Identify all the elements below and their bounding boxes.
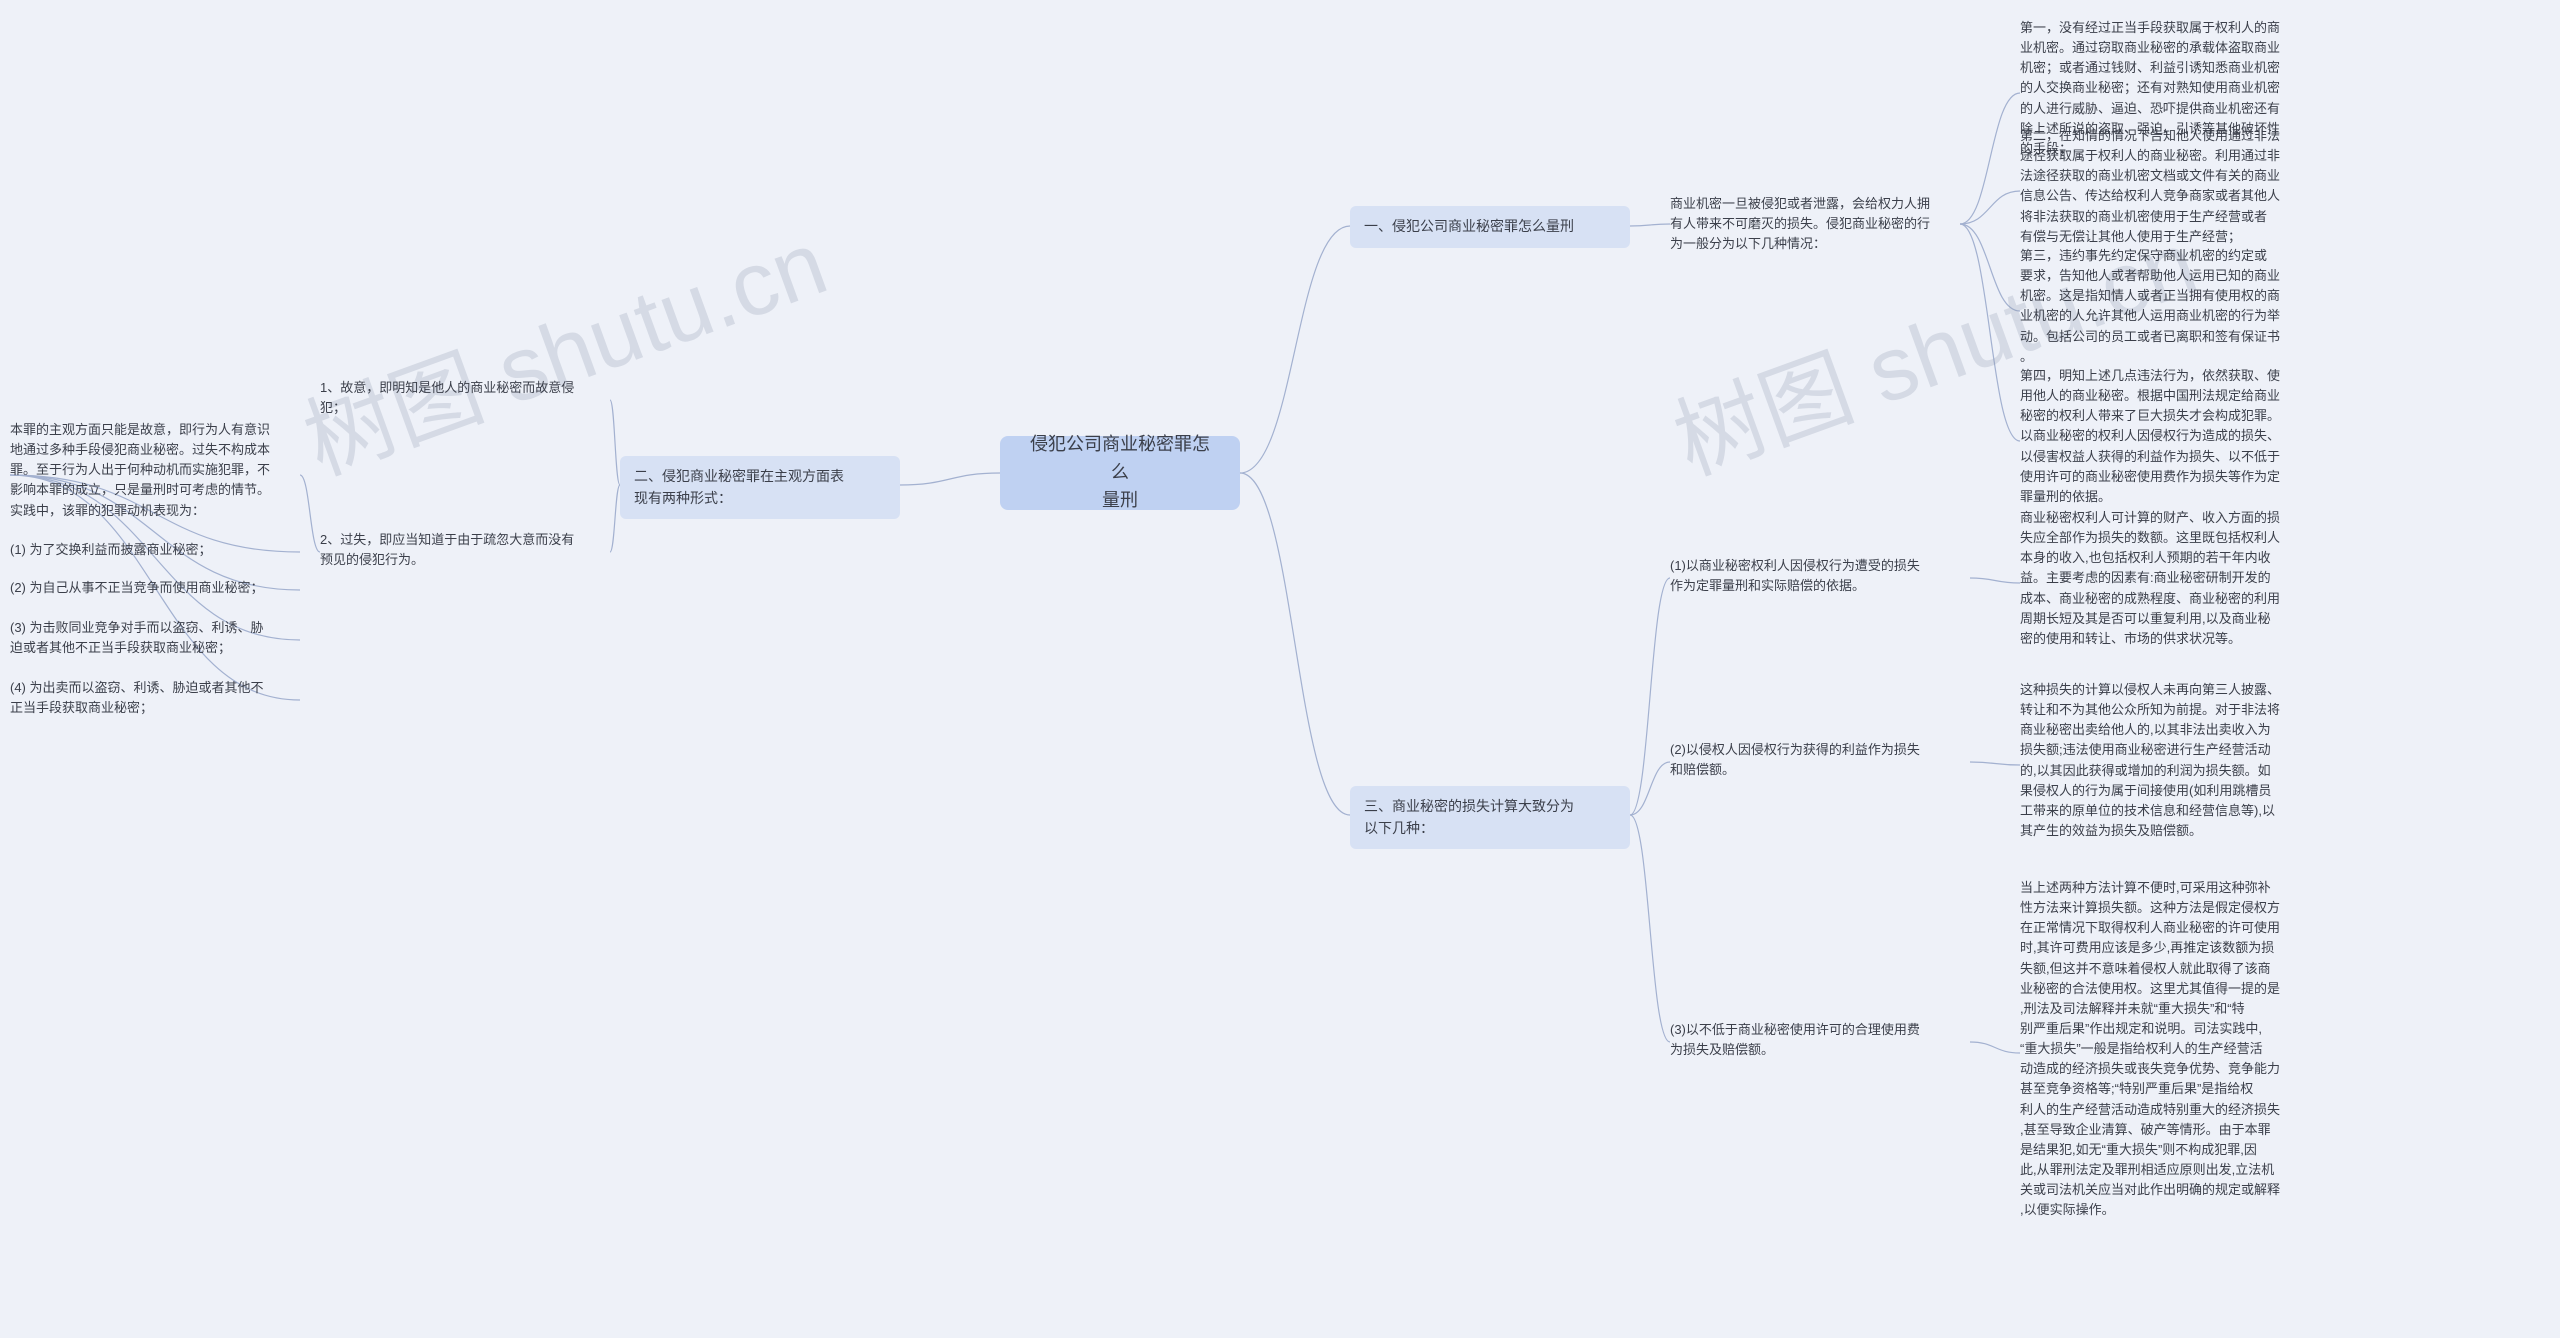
connector xyxy=(1970,1042,2020,1053)
connector xyxy=(900,473,1000,485)
node-r2-2: (2)以侵权人因侵权行为获得的利益作为损失 和赔偿额。 xyxy=(1670,740,1970,780)
watermark: 树图 shutu.cn xyxy=(284,191,841,500)
node-r2-1: (1)以商业秘密权利人因侵权行为遭受的损失 作为定罪量刑和实际赔偿的依据。 xyxy=(1670,556,1970,596)
connector xyxy=(1630,224,1670,226)
connector xyxy=(1960,224,2020,311)
node-l1-2d-4: (4) 为出卖而以盗窃、利诱、胁迫或者其他不 正当手段获取商业秘密； xyxy=(10,678,300,718)
connector xyxy=(1630,578,1670,815)
node-r1-desc: 商业机密一旦被侵犯或者泄露，会给权力人拥 有人带来不可磨灭的损失。侵犯商业秘密的… xyxy=(1670,194,1960,254)
node-r1-2: 第二，在知情的情况下告知他人使用通过非法 途径获取属于权利人的商业秘密。利用通过… xyxy=(2020,126,2320,247)
node-l1-2: 2、过失，即应当知道于由于疏忽大意而没有 预见的侵犯行为。 xyxy=(320,530,610,570)
node-r2-3: (3)以不低于商业秘密使用许可的合理使用费 为损失及赔偿额。 xyxy=(1670,1020,1970,1060)
node-l1-2d-1: (1) 为了交换利益而披露商业秘密； xyxy=(10,540,300,560)
connector xyxy=(1970,578,2020,583)
connector xyxy=(1960,191,2020,224)
node-l1-1: 1、故意，即明知是他人的商业秘密而故意侵 犯； xyxy=(320,378,610,418)
node-l1-2d-2: (2) 为自己从事不正当竞争而使用商业秘密； xyxy=(10,578,300,598)
connector xyxy=(1240,226,1350,473)
mindmap-canvas: 树图 shutu.cn树图 shutu.cn侵犯公司商业秘密罪怎么 量刑一、侵犯… xyxy=(0,0,2560,1338)
node-r1[interactable]: 一、侵犯公司商业秘密罪怎么量刑 xyxy=(1350,206,1630,248)
connector xyxy=(1970,762,2020,765)
node-r2-3d: 当上述两种方法计算不便时,可采用这种弥补 性方法来计算损失额。这种方法是假定侵权… xyxy=(2020,878,2320,1220)
node-r2-2d: 这种损失的计算以侵权人未再向第三人披露、 转让和不为其他公众所知为前提。对于非法… xyxy=(2020,680,2320,841)
connector xyxy=(1630,815,1670,1042)
node-r1-3: 第三，违约事先约定保守商业机密的约定或 要求，告知他人或者帮助他人运用已知的商业… xyxy=(2020,246,2320,367)
node-l1-2d: 本罪的主观方面只能是故意，即行为人有意识 地通过多种手段侵犯商业秘密。过失不构成… xyxy=(10,420,300,521)
connector xyxy=(300,475,320,552)
node-r2[interactable]: 三、商业秘密的损失计算大致分为 以下几种： xyxy=(1350,786,1630,849)
connector xyxy=(610,400,620,485)
connector xyxy=(610,485,620,552)
node-l1-2d-3: (3) 为击败同业竞争对手而以盗窃、利诱、胁 迫或者其他不正当手段获取商业秘密； xyxy=(10,618,300,658)
connector xyxy=(1960,93,2020,224)
node-r2-1d: 商业秘密权利人可计算的财产、收入方面的损 失应全部作为损失的数额。这里既包括权利… xyxy=(2020,508,2320,649)
connector xyxy=(1240,473,1350,815)
node-l1[interactable]: 二、侵犯商业秘密罪在主观方面表 现有两种形式： xyxy=(620,456,900,519)
connector xyxy=(1960,224,2020,441)
connector xyxy=(1630,762,1670,815)
node-r1-4: 第四，明知上述几点违法行为，依然获取、使 用他人的商业秘密。根据中国刑法规定给商… xyxy=(2020,366,2320,507)
center-node[interactable]: 侵犯公司商业秘密罪怎么 量刑 xyxy=(1000,436,1240,510)
